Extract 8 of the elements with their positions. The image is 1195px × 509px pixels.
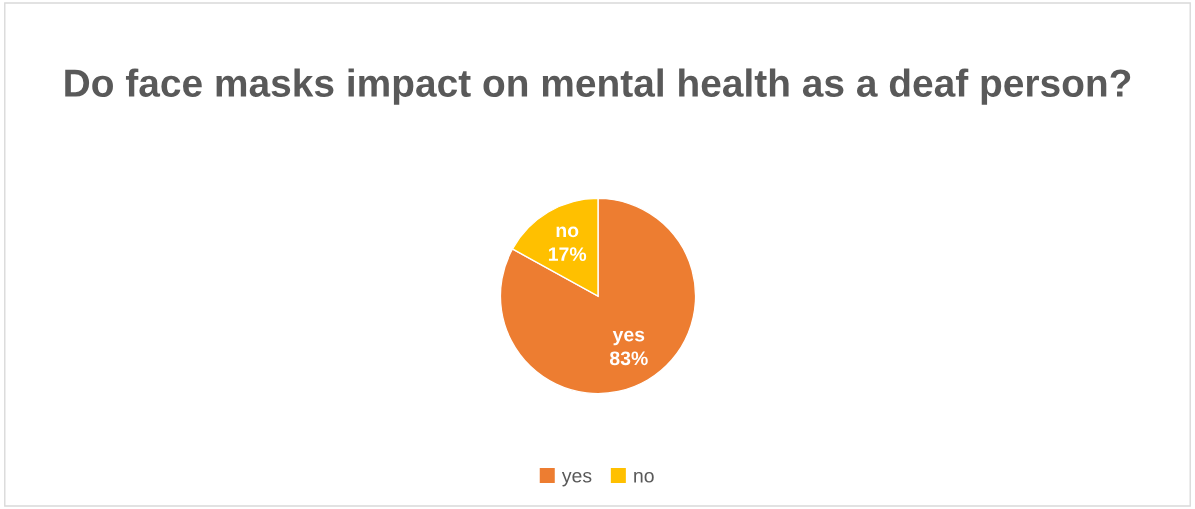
data-label: 17% [548,247,587,261]
slice-label: no [556,226,579,238]
chart-title: Do face masks impact on mental health as a deaf person? [65,68,1131,105]
pie-slice [499,197,697,395]
slice-label: yes [612,330,645,346]
legend-label: no [634,471,654,483]
legend-label: yes [561,471,592,487]
data-label: 83% [609,351,648,366]
